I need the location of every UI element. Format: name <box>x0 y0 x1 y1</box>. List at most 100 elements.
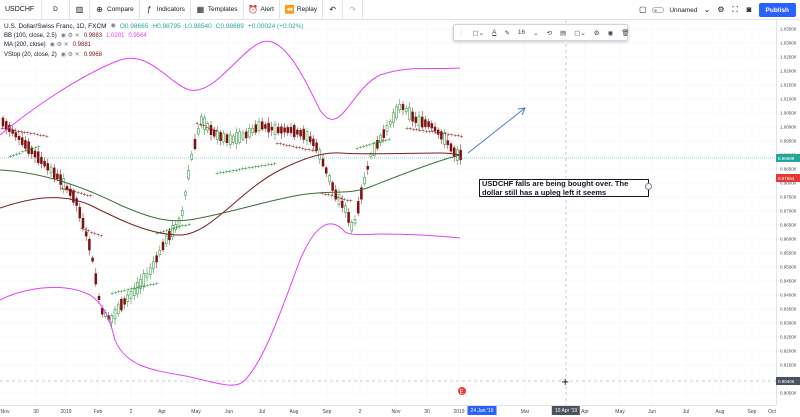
vstop-marker: + <box>241 167 245 173</box>
price-tick: 0.92500 <box>780 334 797 340</box>
candle <box>289 127 293 133</box>
eye-icon[interactable]: ◉ ⚙ ✕ <box>49 42 69 48</box>
vstop-marker: + <box>89 194 93 200</box>
legend-change: +0.00024 (+0.02%) <box>247 23 304 30</box>
price-chart[interactable]: ++++++++++++++++++++++++++++++++++++++++… <box>0 20 776 405</box>
ma-legend-label[interactable]: MA (200, close) <box>4 42 46 48</box>
compare-button[interactable]: ⊕ Compare <box>90 0 140 20</box>
bb-legend-label[interactable]: BB (100, close, 2.5) <box>4 32 57 39</box>
candle <box>225 134 229 143</box>
vstop-marker: + <box>161 229 165 235</box>
candle <box>219 132 222 141</box>
candle <box>344 205 347 213</box>
candle <box>126 294 130 302</box>
templates-button[interactable]: ▦ Templates <box>191 0 244 20</box>
gear-icon[interactable]: ⚙ <box>717 5 725 14</box>
candle <box>203 117 206 130</box>
vstop-marker: + <box>38 133 42 139</box>
candle <box>280 126 283 134</box>
vstop-marker: + <box>201 124 205 130</box>
vstop-legend-label[interactable]: VStop (20, close, 2) <box>4 51 57 58</box>
indicators-icon: ƒ <box>147 4 152 14</box>
symbol-search[interactable]: USDCHF <box>0 0 42 20</box>
svg-text:E: E <box>460 390 464 396</box>
vstop-marker: + <box>136 285 140 291</box>
vstop-marker: + <box>34 145 38 151</box>
vstop-marker: + <box>228 169 232 175</box>
candle <box>193 138 197 150</box>
vstop-marker: + <box>27 148 31 154</box>
pencil-icon[interactable]: ✎ <box>504 29 510 37</box>
legend-title[interactable]: U.S. Dollar/Swiss Franc, 1D, FXCM <box>4 23 107 30</box>
layout-icon[interactable]: ▢ <box>639 5 647 14</box>
fullscreen-icon[interactable]: ⛶ <box>732 5 738 14</box>
eye-icon[interactable]: ◉ ⚙ ✕ <box>60 51 80 58</box>
candle <box>78 206 82 219</box>
vstop-marker: + <box>408 126 412 132</box>
chevron-down-icon[interactable]: ⌄ <box>703 5 711 14</box>
sync-icon[interactable]: ⟲ <box>546 29 553 37</box>
eye-icon[interactable]: ◉ ⚙ ✕ <box>60 32 80 39</box>
chart-style-button[interactable]: ▥ <box>70 0 90 20</box>
candle <box>257 121 261 132</box>
vstop-marker: + <box>0 126 4 132</box>
time-tick: Aug <box>289 409 299 415</box>
camera-icon[interactable]: ◙ <box>746 5 752 14</box>
candle <box>408 107 411 120</box>
candle <box>123 298 126 305</box>
price-tick: 0.97000 <box>780 208 797 214</box>
trash-icon[interactable]: 🗑 <box>621 29 630 37</box>
candle <box>440 131 443 140</box>
cloud-toggle[interactable] <box>652 7 665 13</box>
vstop-marker: + <box>377 140 381 146</box>
text-color-icon[interactable]: A <box>492 29 497 36</box>
vstop-marker: + <box>275 141 279 147</box>
candle <box>315 142 318 151</box>
candle <box>267 122 270 133</box>
candle <box>129 291 133 299</box>
note-resize-handle[interactable] <box>645 183 652 190</box>
vstop-marker: + <box>63 187 67 193</box>
candle <box>292 125 296 138</box>
vstop-marker: + <box>79 191 83 197</box>
visibility-icon[interactable]: ▤ <box>560 29 567 37</box>
vstop-marker: + <box>129 287 133 293</box>
vstop-marker: + <box>155 231 159 237</box>
alert-button[interactable]: ⏰ Alert <box>244 0 280 20</box>
candle <box>139 278 142 289</box>
time-scale[interactable]: Nov 30 2019 Feb 2 Apr May Jun Jul Aug Sep 2 Nov 30 201… <box>0 405 776 417</box>
candle <box>184 191 187 196</box>
candle <box>401 104 405 110</box>
publish-button[interactable]: Publish <box>758 3 796 17</box>
interval-button[interactable]: D <box>42 0 70 20</box>
vstop-marker: + <box>211 127 215 133</box>
indicators-button[interactable]: ƒ Indicators <box>140 0 191 20</box>
vstop-marker: + <box>459 134 463 140</box>
layout-name[interactable]: Unnamed <box>669 6 698 14</box>
fill-color-icon[interactable]: ▢⌄ <box>472 29 485 37</box>
replay-button[interactable]: ⏪ Replay <box>280 0 324 20</box>
vstop-legend-value: 0.9968 <box>83 51 103 58</box>
price-scale[interactable]: 1.03500 1.03000 1.02500 1.02000 1.01500 1.010… <box>776 20 800 405</box>
vstop-marker: + <box>181 224 185 230</box>
undo-button[interactable]: ↶ <box>323 0 344 20</box>
chevron-down-icon[interactable]: ⌄ <box>533 29 539 37</box>
plus-circle-icon: ⊕ <box>96 4 103 14</box>
eye-icon[interactable]: ◉ <box>607 29 614 37</box>
vstop-marker: + <box>3 127 7 133</box>
candle <box>353 219 357 224</box>
drag-handle-icon[interactable]: ⋮ <box>458 29 465 37</box>
eye-icon[interactable]: ◉ <box>110 23 116 29</box>
settings-icon[interactable]: ⚙ <box>593 29 600 37</box>
candle <box>376 140 379 149</box>
redo-button[interactable]: ↷ <box>343 0 364 20</box>
candle <box>238 131 242 143</box>
candle <box>430 123 434 129</box>
vstop-marker: + <box>83 227 87 233</box>
candle <box>302 128 306 140</box>
more-icon[interactable]: ▢⌄ <box>574 29 586 37</box>
text-note[interactable]: USDCHF falls are being bought over. The … <box>479 179 649 197</box>
font-size-select[interactable]: 16 <box>517 29 526 36</box>
price-tick: 0.95500 <box>780 250 797 256</box>
bb-upper-band <box>0 40 461 136</box>
